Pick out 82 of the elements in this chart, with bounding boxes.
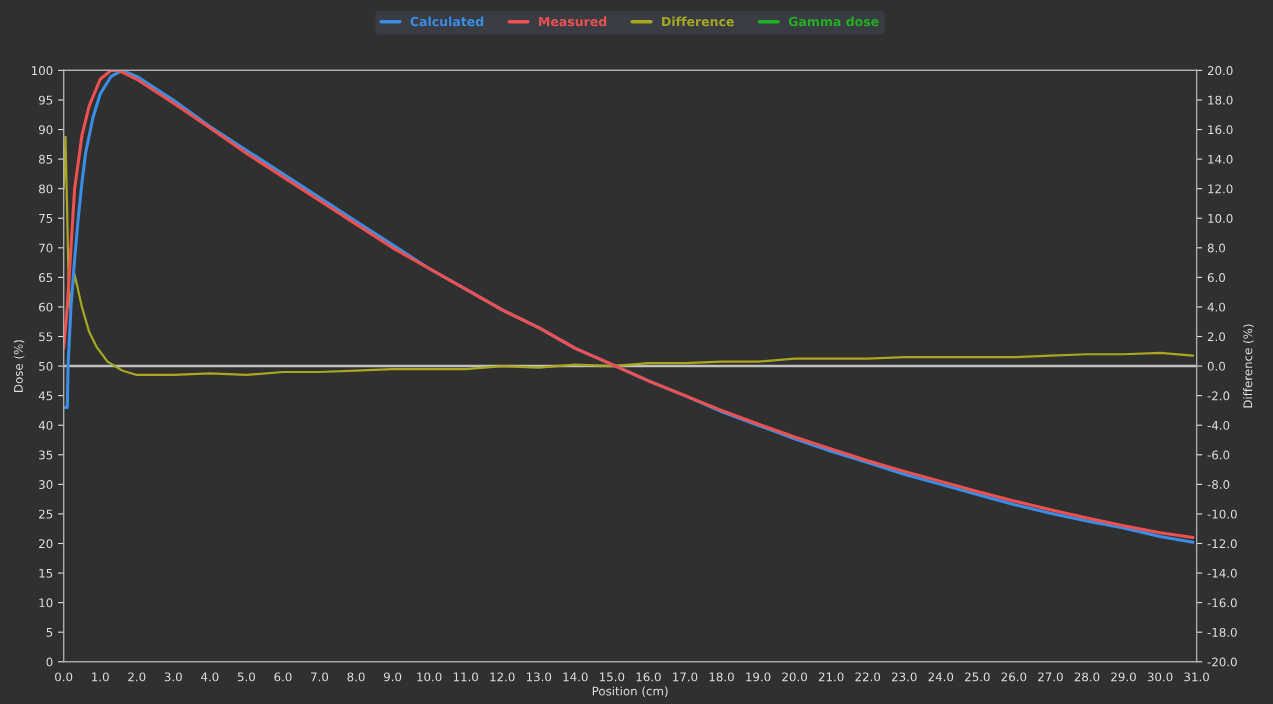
x-tick-label: 24.0: [928, 672, 954, 682]
y2-tick-label: 18.0: [1208, 95, 1233, 105]
y2-tick-label: -8.0: [1207, 480, 1230, 490]
y-tick-label: 65: [39, 273, 53, 283]
x-tick-label: 17.0: [673, 672, 698, 682]
x-tick-label: 27.0: [1038, 672, 1063, 682]
y-tick-label: 15: [39, 568, 53, 578]
y-axis-title: Dose (%): [13, 340, 25, 392]
x-tick-label: 30.0: [1147, 672, 1173, 682]
y-tick-label: 40: [38, 420, 53, 430]
y2-tick-label: -10.0: [1207, 509, 1237, 519]
x-tick-label: 15.0: [600, 672, 625, 682]
y2-tick-label: 20.0: [1207, 66, 1233, 76]
x-tick-label: 29.0: [1111, 672, 1136, 682]
y-tick-label: 55: [39, 332, 53, 342]
y-tick-label: 75: [39, 214, 53, 223]
y2-tick-label: -18.0: [1207, 627, 1237, 637]
y2-tick-label: 14.0: [1208, 154, 1233, 164]
x-tick-label: 22.0: [855, 672, 881, 682]
y2-tick-label: 12.0: [1208, 184, 1233, 194]
y2-tick-label: 2.0: [1207, 332, 1226, 342]
x-tick-label: 7.0: [311, 672, 329, 682]
y-tick-label: 20: [39, 539, 53, 549]
x-tick-label: 14.0: [563, 672, 588, 682]
y2-tick-label: 4.0: [1207, 302, 1226, 312]
y2-tick-label: 10.0: [1208, 213, 1233, 223]
y-tick-label: 95: [38, 95, 53, 105]
y-tick-label: 45: [38, 391, 53, 401]
y2-tick-label: 0.0: [1207, 361, 1226, 371]
x-tick-label: 0.0: [55, 672, 73, 682]
x-tick-label: 3.0: [164, 672, 182, 682]
x-tick-label: 9.0: [383, 672, 402, 682]
y2-tick-label: -14.0: [1207, 568, 1237, 578]
y2-tick-label: 6.0: [1207, 273, 1226, 283]
y-tick-label: 25: [39, 509, 53, 519]
x-tick-label: 23.0: [891, 672, 917, 682]
x-tick-label: 10.0: [417, 672, 442, 682]
x-tick-label: 20.0: [782, 672, 807, 682]
x-axis-title: Position (cm): [592, 686, 668, 697]
legend-label: Gamma dose: [788, 16, 879, 27]
y-tick-label: 50: [39, 361, 53, 371]
x-tick-label: 5.0: [237, 672, 255, 682]
y-tick-label: 100: [32, 66, 53, 76]
y-tick-label: 30: [39, 480, 53, 490]
x-tick-label: 16.0: [636, 672, 661, 682]
x-tick-label: 18.0: [709, 672, 734, 682]
y-tick-label: 90: [38, 125, 53, 135]
x-tick-label: 8.0: [347, 672, 365, 682]
x-tick-label: 12.0: [490, 672, 515, 682]
y2-tick-label: -16.0: [1207, 598, 1237, 608]
y-tick-label: 70: [39, 243, 53, 253]
x-tick-label: 13.0: [526, 672, 552, 682]
y2-tick-label: -20.0: [1207, 657, 1237, 667]
y-tick-label: 85: [39, 154, 53, 164]
y2-tick-label: 16.0: [1208, 125, 1233, 135]
y2-tick-label: -4.0: [1207, 420, 1230, 430]
y2-tick-label: 8.0: [1207, 243, 1226, 253]
y2-tick-label: -6.0: [1207, 450, 1230, 460]
y-tick-label: 5: [46, 628, 53, 637]
x-tick-label: 26.0: [1001, 672, 1027, 682]
y-tick-label: 10: [39, 598, 53, 608]
x-tick-label: 31.0: [1184, 672, 1209, 682]
x-tick-label: 1.0: [92, 672, 109, 682]
x-tick-label: 19.0: [746, 672, 771, 682]
legend-label: Difference: [662, 16, 734, 27]
y2-axis-title: Difference (%): [1243, 324, 1254, 408]
legend-label: Measured: [539, 16, 607, 27]
x-tick-label: 21.0: [818, 672, 844, 682]
y2-tick-label: -2.0: [1207, 391, 1230, 401]
y-tick-label: 80: [39, 184, 53, 194]
y-tick-label: 35: [39, 450, 53, 460]
line-series: [63, 135, 1195, 377]
x-tick-label: 4.0: [201, 672, 219, 682]
x-tick-label: 11.0: [453, 672, 479, 682]
x-tick-label: 2.0: [128, 672, 146, 682]
y-tick-label: 60: [39, 302, 53, 312]
y2-tick-label: -12.0: [1207, 539, 1237, 549]
legend-label: Calculated: [410, 16, 484, 27]
x-tick-label: 6.0: [274, 672, 292, 682]
y-tick-label: 0: [46, 657, 53, 667]
x-tick-label: 28.0: [1074, 672, 1100, 682]
x-tick-label: 25.0: [965, 672, 990, 682]
